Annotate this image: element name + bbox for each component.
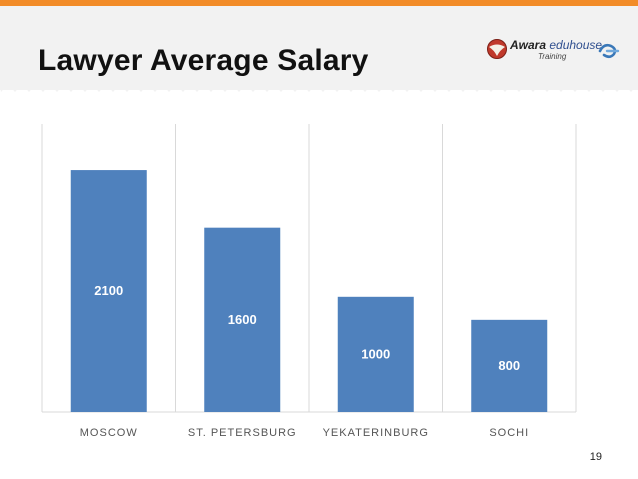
bar: [337, 296, 414, 412]
header-zigzag-edge: [0, 84, 638, 92]
page-number: 19: [589, 451, 602, 463]
logo-brand-text: Awara eduhouse: [510, 38, 602, 52]
x-tick-label: SOCHI: [489, 427, 529, 439]
x-tick-label: ST. PETERSBURG: [188, 427, 297, 439]
bar: [471, 319, 548, 412]
globe-icon: [487, 39, 507, 59]
bar: [70, 170, 147, 412]
awara-logo: Awara eduhouse Training: [486, 36, 622, 66]
x-tick-label: MOSCOW: [80, 427, 138, 439]
bar: [204, 227, 281, 412]
logo-subtitle: Training: [538, 52, 567, 61]
slide-title: Lawyer Average Salary: [38, 44, 369, 77]
data-label: 1600: [228, 312, 257, 327]
data-label: 1000: [361, 346, 390, 361]
swirl-icon: [598, 43, 620, 59]
x-tick-label: YEKATERINBURG: [323, 427, 429, 439]
logo-brand-tail: eduhouse: [549, 38, 603, 52]
accent-stripe: [0, 0, 638, 6]
header-band: [0, 6, 638, 90]
logo-brand-main: Awara: [510, 38, 550, 52]
data-label: 800: [498, 358, 520, 373]
data-label: 2100: [94, 283, 123, 298]
